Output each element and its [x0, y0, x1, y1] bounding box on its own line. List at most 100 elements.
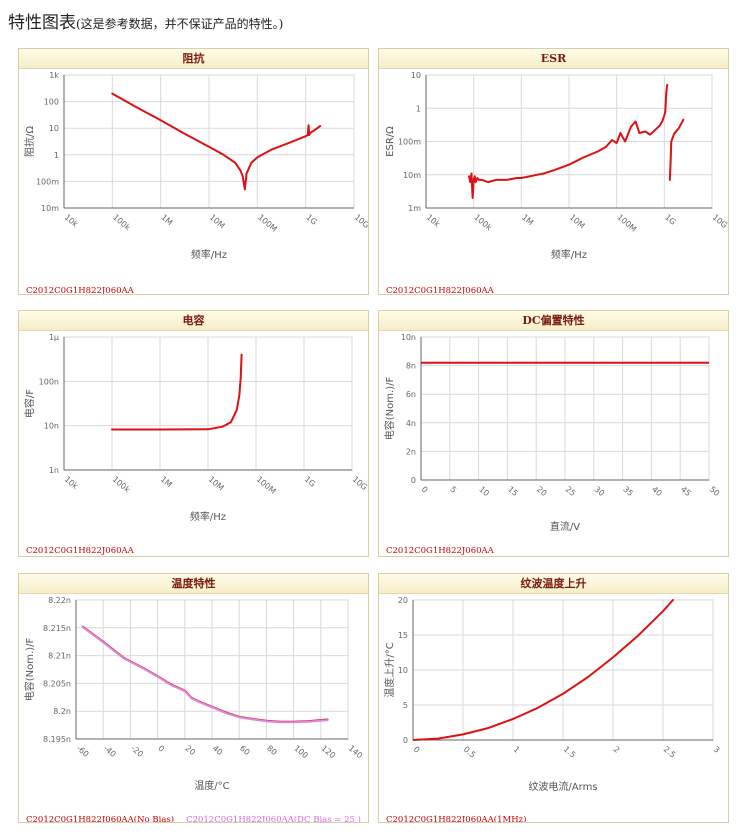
legend-entry: C2012C0G1H822J060AA(No Bias)	[26, 814, 174, 822]
x-tick-label: 0	[420, 485, 430, 495]
x-tick-label: 1G	[663, 213, 677, 227]
x-axis-label: 温度/°C	[194, 779, 229, 792]
x-tick-label: 80	[265, 744, 279, 757]
legend: C2012C0G1H822J060AA	[26, 286, 135, 294]
x-tick-label: 10M	[207, 475, 226, 493]
x-tick-label: 0	[156, 744, 166, 754]
legend: C2012C0G1H822J060AA	[386, 286, 495, 294]
x-tick-label: 1M	[520, 213, 535, 228]
x-axis-label: 频率/Hz	[191, 248, 227, 261]
y-tick-label: 8.215n	[43, 624, 71, 633]
chart-panel-temperature: 温度特性 8.195n 8.2n 8.205n 8.21n 8.215n 8.22n -60-…	[18, 573, 369, 823]
y-tick-label: 10m	[403, 171, 421, 180]
legend-entry: C2012C0G1H822J060AA(DC Bias = 25 )	[186, 814, 361, 822]
y-tick-label: 6n	[406, 390, 416, 399]
chart-svg-capacitance: 1n 10n 100n 1μ 10k 100k 1M 10M 100M 1G 10G 频率/Hz 电容/…	[23, 333, 368, 556]
legend-entry: C2012C0G1H822J060AA	[386, 546, 495, 556]
chart-panel-capacitance: 电容 1n 10n 100n 1μ 10k 100k 1M 10M 100M 1G 10G 频率/Hz 电…	[18, 310, 369, 557]
y-tick-label: 20	[398, 596, 408, 605]
legend-entry: C2012C0G1H822J060AA	[386, 286, 495, 294]
y-tick-label: 0	[411, 476, 416, 485]
y-tick-label: 100m	[36, 177, 59, 186]
x-tick-label: 120	[320, 744, 337, 761]
x-tick-label: 140	[347, 744, 364, 761]
chart-svg-esr: 1m 10m 100m 1 10 10k 100k 1M 10M 100M 1G 10G 频率/Hz ES…	[385, 71, 728, 294]
x-tick-label: 15	[506, 485, 520, 498]
x-tick-label: 1G	[303, 475, 317, 489]
x-tick-label: -20	[129, 744, 145, 759]
x-tick-label: 100M	[256, 213, 279, 234]
x-tick-label: 10M	[208, 213, 227, 231]
y-tick-label: 10n	[401, 333, 416, 342]
x-axis-label: 纹波电流/Arms	[528, 780, 597, 793]
x-tick-label: 1.5	[562, 745, 578, 760]
legend-entry: C2012C0G1H822J060AA	[26, 286, 135, 294]
y-tick-label: 10	[411, 71, 421, 80]
y-tick-label: 1μ	[49, 333, 59, 342]
x-tick-label: 40	[650, 485, 664, 498]
y-axis-label: ESR/Ω	[385, 126, 396, 157]
legend: C2012C0G1H822J060AA(1MHz)	[386, 814, 526, 822]
legend: C2012C0G1H822J060AA	[386, 546, 495, 556]
series-line-1	[413, 599, 674, 741]
x-tick-label: 100k	[111, 475, 132, 495]
y-tick-label: 1	[416, 104, 421, 113]
y-tick-label: 2n	[406, 447, 416, 456]
chart-panel-ripple: 纹波温度上升 0 5 10 15 20 0 0.5 1 1.5 2 2.5 3 纹波电流/Arms 温度上升…	[378, 573, 729, 823]
x-tick-label: 30	[593, 485, 607, 498]
x-tick-label: 100	[292, 744, 309, 761]
x-tick-label: 10G	[351, 475, 368, 492]
y-tick-label: 5	[403, 701, 408, 710]
x-tick-label: 45	[679, 485, 693, 498]
x-tick-label: 1	[512, 745, 522, 755]
y-axis-label: 电容(Nom.)/F	[383, 377, 396, 441]
series-line-1	[111, 92, 322, 191]
x-tick-label: 2	[612, 745, 622, 755]
legend: C2012C0G1H822J060AA	[26, 546, 135, 556]
x-tick-label: 20	[535, 485, 549, 498]
page-header: 特性图表(这是参考数据，并不保证产品的特性。)	[8, 8, 283, 33]
series-line-2	[668, 118, 685, 181]
y-tick-label: 10	[398, 666, 408, 675]
legend-entry: C2012C0G1H822J060AA	[26, 546, 135, 556]
y-tick-label: 8n	[406, 362, 416, 371]
series-line-1	[111, 353, 243, 431]
x-tick-label: 100M	[615, 213, 638, 234]
x-tick-label: 100M	[255, 475, 278, 496]
series-line-2	[81, 626, 329, 724]
y-tick-label: 10n	[44, 422, 59, 431]
chart-svg-dc-bias: 0 2n 4n 6n 8n 10n 0 5 10 15 20 25 30 35 40 45 50 直流/V 电容(N…	[383, 333, 721, 556]
page-title: 特性图表	[8, 13, 76, 33]
x-tick-label: 10G	[711, 213, 728, 230]
y-tick-label: 100n	[39, 377, 59, 386]
y-tick-label: 1	[54, 151, 59, 160]
chart-svg-ripple: 0 5 10 15 20 0 0.5 1 1.5 2 2.5 3 纹波电流/Arms 温度上升/°C C20…	[383, 596, 722, 822]
legend-entry: C2012C0G1H822J060AA(1MHz)	[386, 814, 526, 822]
y-axis-label: 电容/F	[23, 389, 36, 418]
chart-title: DC偏置特性	[379, 311, 728, 331]
y-axis-label: 阻抗/Ω	[23, 126, 36, 157]
y-tick-label: 10	[49, 124, 59, 133]
x-tick-label: 100k	[472, 213, 493, 233]
chart-title: 电容	[19, 311, 368, 331]
legend: C2012C0G1H822J060AA(No Bias) C2012C0G1H82…	[26, 814, 361, 822]
x-tick-label: 10k	[63, 213, 80, 230]
chart-svg-impedance: 10m 100m 1 10 100 1k 10k 100k 1M 10M 100M 1G 10G 频率/H…	[23, 71, 368, 294]
y-tick-label: 100m	[398, 138, 421, 147]
x-tick-label: 0	[412, 745, 422, 755]
chart-svg-temperature: 8.195n 8.2n 8.205n 8.21n 8.215n 8.22n -60 -40 -2…	[23, 596, 364, 822]
series-line-1	[468, 84, 669, 199]
chart-title: 纹波温度上升	[379, 574, 728, 594]
x-tick-label: -40	[102, 744, 118, 759]
chart-panel-esr: ESR 1m 10m 100m 1 10 10k 100k 1M 10M 100M 1G 10G 频率/H…	[378, 48, 729, 295]
x-tick-label: 10G	[353, 213, 368, 230]
y-tick-label: 10m	[41, 204, 59, 213]
y-tick-label: 15	[398, 631, 408, 640]
x-tick-label: 3	[712, 745, 722, 755]
x-tick-label: 1M	[159, 475, 174, 490]
disclaimer-note: (这是参考数据，并不保证产品的特性。)	[76, 17, 284, 31]
x-tick-label: 100k	[111, 213, 132, 233]
chart-title: 温度特性	[19, 574, 368, 594]
y-axis-label: 电容(Nom.)/F	[23, 638, 36, 702]
x-axis-label: 频率/Hz	[551, 248, 587, 261]
